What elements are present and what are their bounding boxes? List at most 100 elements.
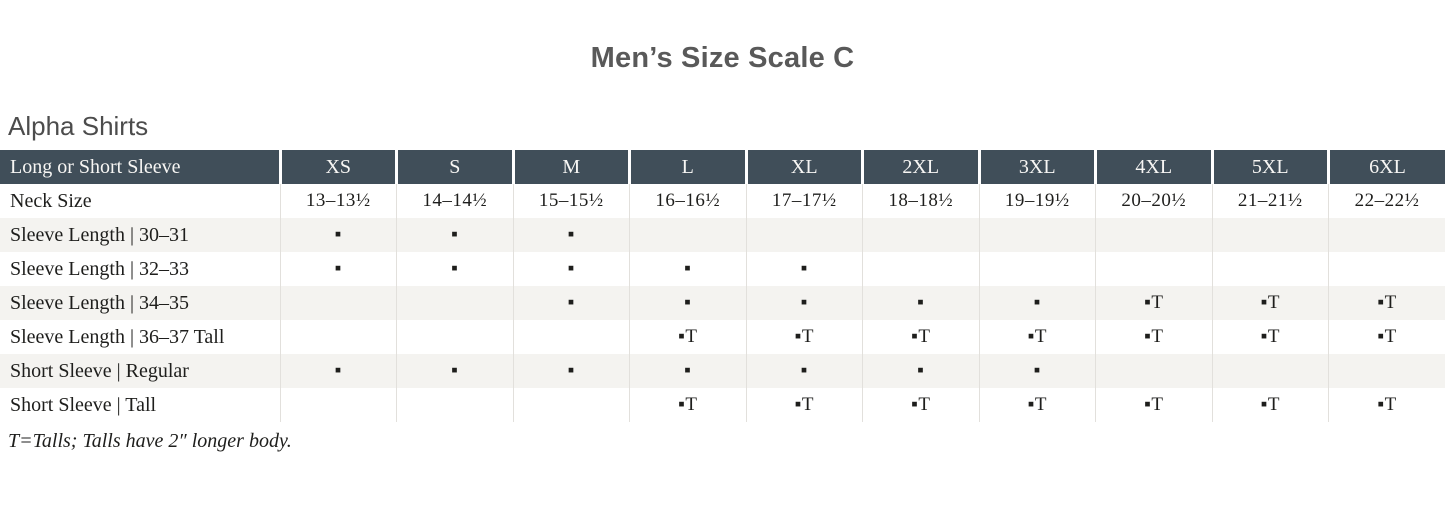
cell [1095, 218, 1212, 252]
header-size-s: S [395, 150, 513, 184]
header-size-5xl: 5XL [1210, 150, 1329, 184]
cell: 13–13½ [279, 184, 397, 218]
cell: ▪T [1328, 388, 1445, 422]
cell: ▪ [512, 286, 630, 320]
cell [512, 320, 630, 354]
cell: ▪ [862, 286, 979, 320]
cell: 14–14½ [396, 184, 513, 218]
cell: ▪T [1328, 320, 1445, 354]
cell [978, 252, 1096, 286]
cell [745, 218, 863, 252]
row-label: Sleeve Length | 34–35 [10, 291, 189, 314]
cell: ▪T [1095, 388, 1212, 422]
cell: ▪T [978, 388, 1096, 422]
header-size-xs: XS [278, 150, 397, 184]
table-row-neck-size: Neck Size 13–13½ 14–14½ 15–15½ 16–16½ 17… [0, 184, 1445, 218]
cell: ▪ [396, 218, 513, 252]
footnote: T=Talls; Talls have 2″ longer body. [8, 430, 292, 452]
cell [396, 320, 513, 354]
row-label: Sleeve Length | 32–33 [10, 257, 189, 280]
cell: ▪ [745, 286, 863, 320]
table-row-sleeve-36-37-tall: Sleeve Length | 36–37 Tall ▪T ▪T ▪T ▪T ▪… [0, 320, 1445, 354]
table-row-sleeve-34-35: Sleeve Length | 34–35 ▪ ▪ ▪ ▪ ▪ ▪T ▪T ▪T [0, 286, 1445, 320]
cell: ▪T [862, 388, 979, 422]
cell: ▪ [279, 354, 397, 388]
cell: 17–17½ [745, 184, 863, 218]
cell: ▪ [978, 286, 1096, 320]
cell: ▪ [512, 218, 630, 252]
cell [862, 252, 979, 286]
cell: ▪T [1211, 286, 1329, 320]
cell [1211, 252, 1329, 286]
row-label: Short Sleeve | Regular [10, 359, 189, 382]
cell: 18–18½ [862, 184, 979, 218]
row-label: Sleeve Length | 30–31 [10, 223, 189, 246]
cell: ▪ [512, 354, 630, 388]
cell [1328, 218, 1445, 252]
cell [1328, 354, 1445, 388]
cell: ▪ [745, 354, 863, 388]
cell [862, 218, 979, 252]
header-size-l: L [628, 150, 746, 184]
header-size-2xl: 2XL [861, 150, 979, 184]
page-title: Men’s Size Scale C [590, 42, 855, 74]
row-label: Neck Size [10, 189, 92, 212]
table-header-row: Long or Short Sleeve XS S M L XL 2XL 3XL… [0, 150, 1445, 184]
cell: ▪ [629, 354, 746, 388]
header-size-6xl: 6XL [1327, 150, 1445, 184]
header-size-4xl: 4XL [1094, 150, 1212, 184]
cell: ▪T [1211, 320, 1329, 354]
cell: ▪ [629, 286, 746, 320]
cell: ▪ [279, 252, 397, 286]
table-row-short-sleeve-regular: Short Sleeve | Regular ▪ ▪ ▪ ▪ ▪ ▪ ▪ [0, 354, 1445, 388]
cell: 20–20½ [1095, 184, 1212, 218]
cell: 15–15½ [512, 184, 630, 218]
cell [1211, 354, 1329, 388]
cell: ▪T [745, 320, 863, 354]
cell: ▪ [396, 252, 513, 286]
cell [396, 286, 513, 320]
header-size-xl: XL [744, 150, 863, 184]
cell [629, 218, 746, 252]
table-row-short-sleeve-tall: Short Sleeve | Tall ▪T ▪T ▪T ▪T ▪T ▪T ▪T [0, 388, 1445, 422]
cell: 22–22½ [1328, 184, 1445, 218]
cell [279, 320, 397, 354]
cell: ▪ [512, 252, 630, 286]
cell: ▪ [978, 354, 1096, 388]
cell [1211, 218, 1329, 252]
row-label: Sleeve Length | 36–37 Tall [10, 325, 225, 348]
cell [978, 218, 1096, 252]
cell [512, 388, 630, 422]
cell [279, 286, 397, 320]
cell: ▪ [862, 354, 979, 388]
cell: ▪T [1328, 286, 1445, 320]
cell: ▪T [745, 388, 863, 422]
cell: ▪ [745, 252, 863, 286]
cell [1095, 354, 1212, 388]
size-table: Long or Short Sleeve XS S M L XL 2XL 3XL… [0, 150, 1445, 422]
cell: ▪T [1211, 388, 1329, 422]
cell: ▪T [978, 320, 1096, 354]
cell: ▪T [862, 320, 979, 354]
table-row-sleeve-30-31: Sleeve Length | 30–31 ▪ ▪ ▪ [0, 218, 1445, 252]
cell: ▪ [629, 252, 746, 286]
cell: 16–16½ [629, 184, 746, 218]
cell [279, 388, 397, 422]
cell: ▪ [396, 354, 513, 388]
cell: ▪T [1095, 286, 1212, 320]
cell: 19–19½ [978, 184, 1096, 218]
row-label: Short Sleeve | Tall [10, 393, 157, 416]
cell: 21–21½ [1211, 184, 1329, 218]
cell: ▪T [1095, 320, 1212, 354]
cell: ▪T [629, 320, 746, 354]
cell [1095, 252, 1212, 286]
cell [1328, 252, 1445, 286]
cell: ▪ [279, 218, 397, 252]
cell: ▪T [629, 388, 746, 422]
cell [396, 388, 513, 422]
header-corner-label: Long or Short Sleeve [0, 150, 280, 184]
header-size-m: M [511, 150, 630, 184]
header-size-3xl: 3XL [977, 150, 1096, 184]
section-heading: Alpha Shirts [8, 111, 149, 141]
